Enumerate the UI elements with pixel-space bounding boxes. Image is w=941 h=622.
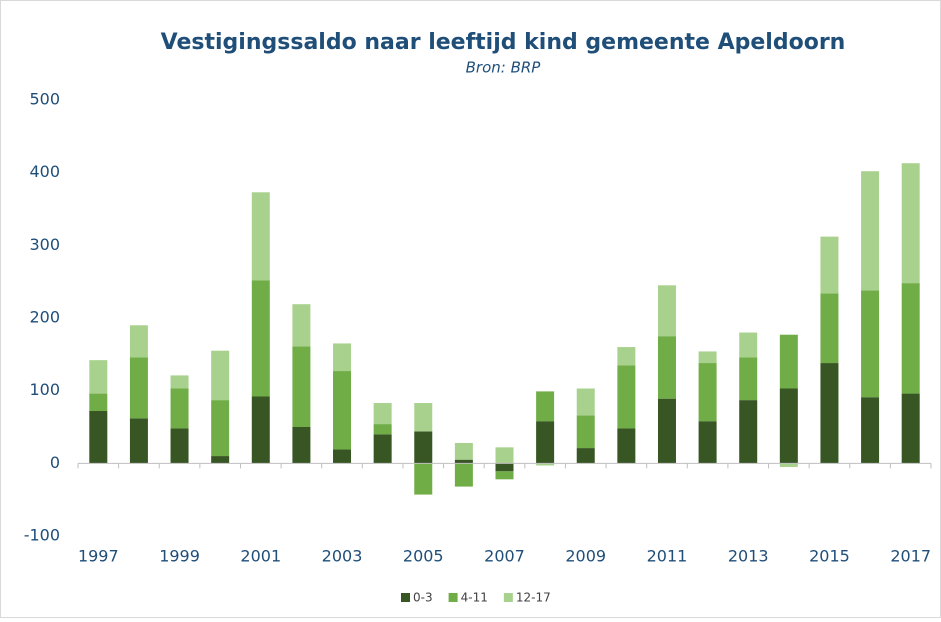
bar-segment	[495, 447, 514, 464]
x-tick-label: 2005	[403, 547, 444, 566]
bar-segment	[373, 434, 392, 464]
legend-label: 0-3	[413, 591, 433, 605]
bar-segment	[170, 388, 189, 429]
x-tick-label: 2009	[565, 547, 606, 566]
bar-segment	[373, 403, 392, 425]
bar-segment	[536, 391, 555, 422]
bar-segment	[89, 411, 108, 464]
y-tick-label: -100	[24, 526, 60, 545]
bar-segment	[779, 388, 798, 464]
bar-segment	[861, 171, 880, 291]
bar-segment	[617, 347, 636, 366]
bar-segment	[170, 375, 189, 389]
bar-segment	[657, 336, 676, 399]
legend-swatch	[503, 593, 513, 602]
bar-segment	[251, 396, 270, 464]
bar-segment	[495, 463, 514, 472]
x-tick-label: 2013	[728, 547, 769, 566]
bar-segment	[129, 325, 148, 358]
bar-segment	[333, 371, 352, 450]
bar-segment	[536, 463, 555, 466]
bar-segment	[414, 403, 433, 432]
bar-segment	[211, 456, 230, 464]
legend-swatch	[448, 593, 458, 602]
bar-segment	[454, 463, 473, 487]
legend-swatch	[401, 593, 410, 602]
bar-segment	[698, 421, 717, 464]
bar-segment	[820, 236, 839, 294]
bar-segment	[333, 449, 352, 464]
bar-segment	[251, 192, 270, 281]
bar-segment	[211, 400, 230, 457]
bar-segment	[861, 290, 880, 398]
bar-segment	[292, 304, 311, 347]
bar-segment	[698, 351, 717, 364]
bar-segment	[739, 357, 758, 401]
bar-segment	[170, 428, 189, 464]
x-tick-label: 1999	[159, 547, 200, 566]
bar-segment	[414, 463, 433, 495]
legend-label: 4-11	[461, 591, 488, 605]
bar-segment	[292, 427, 311, 464]
bar-segment	[576, 388, 595, 416]
y-tick-label: 500	[29, 90, 60, 109]
chart-subtitle: Bron: BRP	[466, 59, 542, 77]
bar-segment	[89, 360, 108, 394]
legend-label: 12-17	[516, 591, 551, 605]
bar-segment	[454, 442, 473, 460]
bar-segment	[901, 393, 920, 464]
bar-segment	[129, 418, 148, 464]
bar-segment	[901, 163, 920, 284]
bar-segment	[657, 285, 676, 337]
bar-segment	[698, 363, 717, 422]
y-tick-label: 0	[50, 453, 60, 472]
bar-segment	[129, 357, 148, 419]
x-tick-label: 1997	[78, 547, 119, 566]
y-tick-label: 300	[29, 235, 60, 254]
bar-segment	[211, 350, 230, 401]
bar-segment	[373, 424, 392, 435]
x-tick-label: 2011	[647, 547, 688, 566]
bar-segment	[779, 463, 798, 467]
x-tick-label: 2001	[240, 547, 281, 566]
bar-segment	[333, 343, 352, 372]
bar-segment	[779, 334, 798, 389]
bar-segment	[617, 428, 636, 464]
bar-segment	[657, 398, 676, 464]
bar-segment	[820, 363, 839, 464]
bar-segment	[820, 293, 839, 364]
y-tick-label: 200	[29, 308, 60, 327]
chart-title: Vestigingssaldo naar leeftijd kind gemee…	[161, 30, 846, 55]
bar-segment	[454, 459, 473, 464]
bar-segment	[739, 400, 758, 464]
bar-segment	[901, 283, 920, 394]
bar-segment	[292, 346, 311, 427]
x-tick-label: 2017	[890, 547, 931, 566]
x-tick-label: 2003	[322, 547, 363, 566]
y-tick-label: 400	[29, 162, 60, 181]
y-tick-label: 100	[29, 380, 60, 399]
bar-segment	[617, 365, 636, 429]
x-tick-label: 2015	[809, 547, 850, 566]
x-tick-label: 2007	[484, 547, 525, 566]
bar-segment	[861, 397, 880, 464]
bar-segment	[89, 393, 108, 412]
bar-segment	[576, 415, 595, 449]
bar-segment	[251, 280, 270, 397]
bar-segment	[576, 448, 595, 464]
bar-segment	[536, 421, 555, 464]
bar-segment	[739, 332, 758, 358]
bar-segment	[414, 431, 433, 464]
bar-segment	[495, 471, 514, 480]
